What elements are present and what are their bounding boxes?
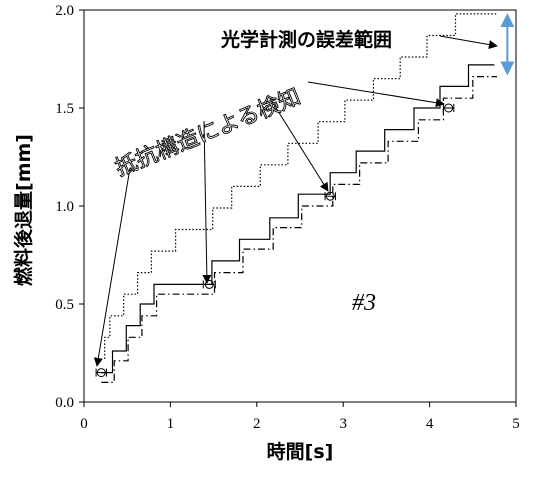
x-axis-label: 時間[s]	[267, 441, 334, 463]
resistive-arrow-line-2	[202, 120, 212, 284]
data-marker	[325, 191, 335, 201]
x-tick-label: 5	[512, 416, 520, 432]
optical-arrow-line	[439, 35, 498, 50]
data-marker	[444, 103, 454, 113]
x-axis-ticks: 0 1 2 3 4 5	[80, 402, 520, 432]
resistive-arrow-line-1	[93, 167, 131, 367]
optical-arrow-line-2	[307, 81, 445, 108]
resistive-arrow-line-3	[267, 94, 329, 192]
series-line-solid	[101, 64, 495, 374]
series-line-dash-dot	[101, 76, 497, 383]
y-tick-label: 0.5	[55, 297, 74, 313]
marker-layer	[95, 103, 455, 378]
x-tick-label: 1	[167, 416, 175, 432]
y-axis-label: 燃料後退量[mm]	[12, 134, 35, 286]
resistive-label: 抵抗構造による検知	[112, 84, 304, 181]
y-tick-label: 0.0	[55, 395, 74, 411]
series-layer	[101, 13, 497, 383]
series-line-dotted	[104, 13, 497, 359]
y-axis-ticks: 0.0 0.5 1.0 1.5 2.0	[55, 3, 84, 411]
y-tick-label: 1.0	[55, 199, 74, 215]
x-tick-label: 3	[339, 416, 347, 432]
data-marker	[96, 368, 106, 378]
x-tick-label: 4	[426, 416, 434, 432]
x-tick-label: 0	[80, 416, 88, 432]
y-tick-label: 1.5	[55, 101, 74, 117]
optical-label: 光学計測の誤差範囲	[220, 28, 392, 51]
case-label: #3	[352, 290, 376, 316]
x-tick-label: 2	[253, 416, 261, 432]
y-tick-label: 2.0	[55, 3, 74, 19]
plot-area-frame	[83, 9, 517, 403]
